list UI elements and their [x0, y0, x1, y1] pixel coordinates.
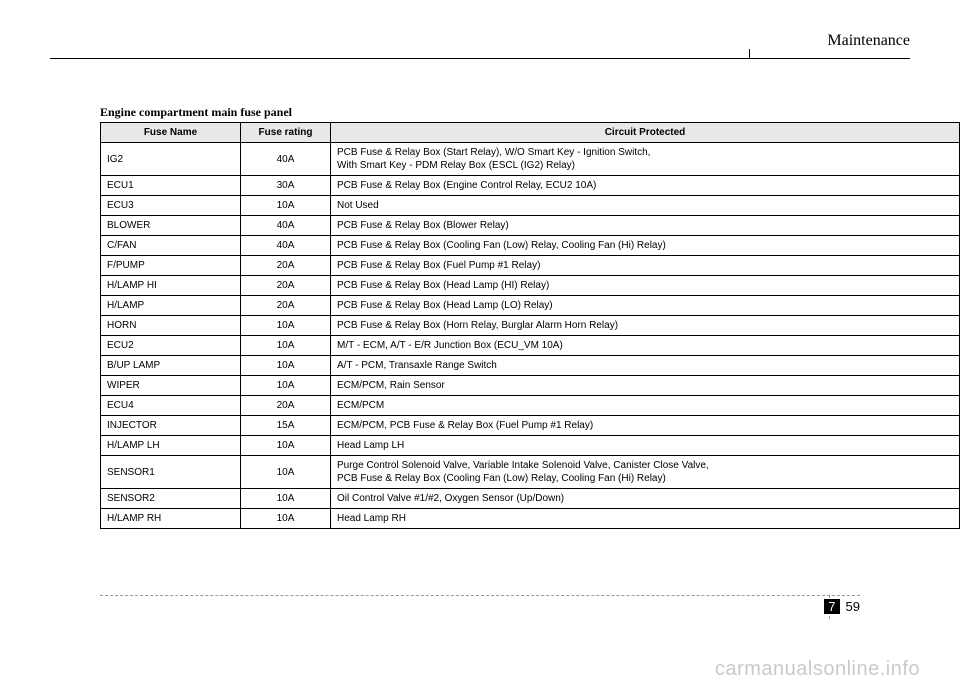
cell-fuse-name: WIPER: [101, 376, 241, 396]
cell-circuit: PCB Fuse & Relay Box (Fuel Pump #1 Relay…: [331, 256, 960, 276]
table-header-row: Fuse Name Fuse rating Circuit Protected: [101, 123, 960, 143]
cell-circuit: PCB Fuse & Relay Box (Cooling Fan (Low) …: [331, 236, 960, 256]
page-number-value: 59: [846, 599, 860, 614]
col-fuse-rating: Fuse rating: [241, 123, 331, 143]
cell-circuit: M/T - ECM, A/T - E/R Junction Box (ECU_V…: [331, 336, 960, 356]
cell-fuse-rating: 10A: [241, 509, 331, 529]
cell-fuse-rating: 10A: [241, 356, 331, 376]
cell-fuse-name: SENSOR2: [101, 489, 241, 509]
cell-circuit: ECM/PCM, Rain Sensor: [331, 376, 960, 396]
cell-circuit: Head Lamp LH: [331, 436, 960, 456]
cell-fuse-rating: 20A: [241, 256, 331, 276]
table-row: B/UP LAMP10AA/T - PCM, Transaxle Range S…: [101, 356, 960, 376]
cell-fuse-name: BLOWER: [101, 216, 241, 236]
table-row: SENSOR110APurge Control Solenoid Valve, …: [101, 456, 960, 489]
cell-fuse-name: SENSOR1: [101, 456, 241, 489]
cell-circuit: Oil Control Valve #1/#2, Oxygen Sensor (…: [331, 489, 960, 509]
header-rule-vert: [749, 49, 750, 59]
table-row: H/LAMP20APCB Fuse & Relay Box (Head Lamp…: [101, 296, 960, 316]
cell-circuit: PCB Fuse & Relay Box (Blower Relay): [331, 216, 960, 236]
cell-circuit: PCB Fuse & Relay Box (Start Relay), W/O …: [331, 143, 960, 176]
cell-circuit: PCB Fuse & Relay Box (Horn Relay, Burgla…: [331, 316, 960, 336]
cell-circuit: ECM/PCM, PCB Fuse & Relay Box (Fuel Pump…: [331, 416, 960, 436]
cell-fuse-name: ECU3: [101, 196, 241, 216]
footer: 7 59: [100, 595, 860, 619]
watermark: carmanualsonline.info: [715, 658, 920, 681]
cell-fuse-name: ECU4: [101, 396, 241, 416]
col-circuit-protected: Circuit Protected: [331, 123, 960, 143]
cell-circuit: A/T - PCM, Transaxle Range Switch: [331, 356, 960, 376]
cell-circuit: Purge Control Solenoid Valve, Variable I…: [331, 456, 960, 489]
cell-circuit: PCB Fuse & Relay Box (Head Lamp (LO) Rel…: [331, 296, 960, 316]
cell-fuse-rating: 40A: [241, 216, 331, 236]
fuse-table: Fuse Name Fuse rating Circuit Protected …: [100, 122, 960, 529]
cell-fuse-rating: 30A: [241, 176, 331, 196]
table-row: WIPER10AECM/PCM, Rain Sensor: [101, 376, 960, 396]
table-row: INJECTOR15AECM/PCM, PCB Fuse & Relay Box…: [101, 416, 960, 436]
table-row: ECU310ANot Used: [101, 196, 960, 216]
table-row: BLOWER40APCB Fuse & Relay Box (Blower Re…: [101, 216, 960, 236]
cell-fuse-rating: 10A: [241, 376, 331, 396]
cell-fuse-name: ECU1: [101, 176, 241, 196]
cell-fuse-rating: 20A: [241, 276, 331, 296]
cell-fuse-name: IG2: [101, 143, 241, 176]
footer-dashed-line: [100, 595, 860, 596]
cell-fuse-name: H/LAMP HI: [101, 276, 241, 296]
cell-circuit: PCB Fuse & Relay Box (Head Lamp (HI) Rel…: [331, 276, 960, 296]
table-row: H/LAMP LH10AHead Lamp LH: [101, 436, 960, 456]
cell-fuse-name: HORN: [101, 316, 241, 336]
cell-fuse-name: H/LAMP: [101, 296, 241, 316]
table-row: HORN10APCB Fuse & Relay Box (Horn Relay,…: [101, 316, 960, 336]
cell-circuit: Head Lamp RH: [331, 509, 960, 529]
page-content: Maintenance Engine compartment main fuse…: [50, 30, 910, 659]
table-title: Engine compartment main fuse panel: [100, 105, 292, 120]
cell-fuse-name: H/LAMP RH: [101, 509, 241, 529]
cell-fuse-rating: 10A: [241, 336, 331, 356]
cell-fuse-rating: 10A: [241, 436, 331, 456]
cell-fuse-rating: 40A: [241, 143, 331, 176]
cell-circuit: Not Used: [331, 196, 960, 216]
header-rule: [50, 58, 910, 59]
table-row: H/LAMP RH10AHead Lamp RH: [101, 509, 960, 529]
table-row: C/FAN40APCB Fuse & Relay Box (Cooling Fa…: [101, 236, 960, 256]
cell-fuse-name: B/UP LAMP: [101, 356, 241, 376]
cell-fuse-name: C/FAN: [101, 236, 241, 256]
cell-fuse-rating: 10A: [241, 196, 331, 216]
table-row: ECU210AM/T - ECM, A/T - E/R Junction Box…: [101, 336, 960, 356]
table-row: SENSOR210AOil Control Valve #1/#2, Oxyge…: [101, 489, 960, 509]
cell-fuse-name: INJECTOR: [101, 416, 241, 436]
table-row: F/PUMP20APCB Fuse & Relay Box (Fuel Pump…: [101, 256, 960, 276]
cell-fuse-rating: 20A: [241, 396, 331, 416]
cell-fuse-rating: 10A: [241, 456, 331, 489]
cell-fuse-rating: 15A: [241, 416, 331, 436]
table-row: ECU130APCB Fuse & Relay Box (Engine Cont…: [101, 176, 960, 196]
page-number: 7 59: [824, 599, 860, 614]
cell-fuse-rating: 10A: [241, 489, 331, 509]
table-row: H/LAMP HI20APCB Fuse & Relay Box (Head L…: [101, 276, 960, 296]
table-row: IG240APCB Fuse & Relay Box (Start Relay)…: [101, 143, 960, 176]
cell-fuse-rating: 40A: [241, 236, 331, 256]
cell-fuse-name: H/LAMP LH: [101, 436, 241, 456]
cell-circuit: ECM/PCM: [331, 396, 960, 416]
cell-fuse-name: ECU2: [101, 336, 241, 356]
section-title: Maintenance: [827, 32, 910, 50]
cell-fuse-rating: 10A: [241, 316, 331, 336]
cell-circuit: PCB Fuse & Relay Box (Engine Control Rel…: [331, 176, 960, 196]
cell-fuse-rating: 20A: [241, 296, 331, 316]
table-row: ECU420AECM/PCM: [101, 396, 960, 416]
cell-fuse-name: F/PUMP: [101, 256, 241, 276]
col-fuse-name: Fuse Name: [101, 123, 241, 143]
chapter-number: 7: [824, 599, 839, 614]
